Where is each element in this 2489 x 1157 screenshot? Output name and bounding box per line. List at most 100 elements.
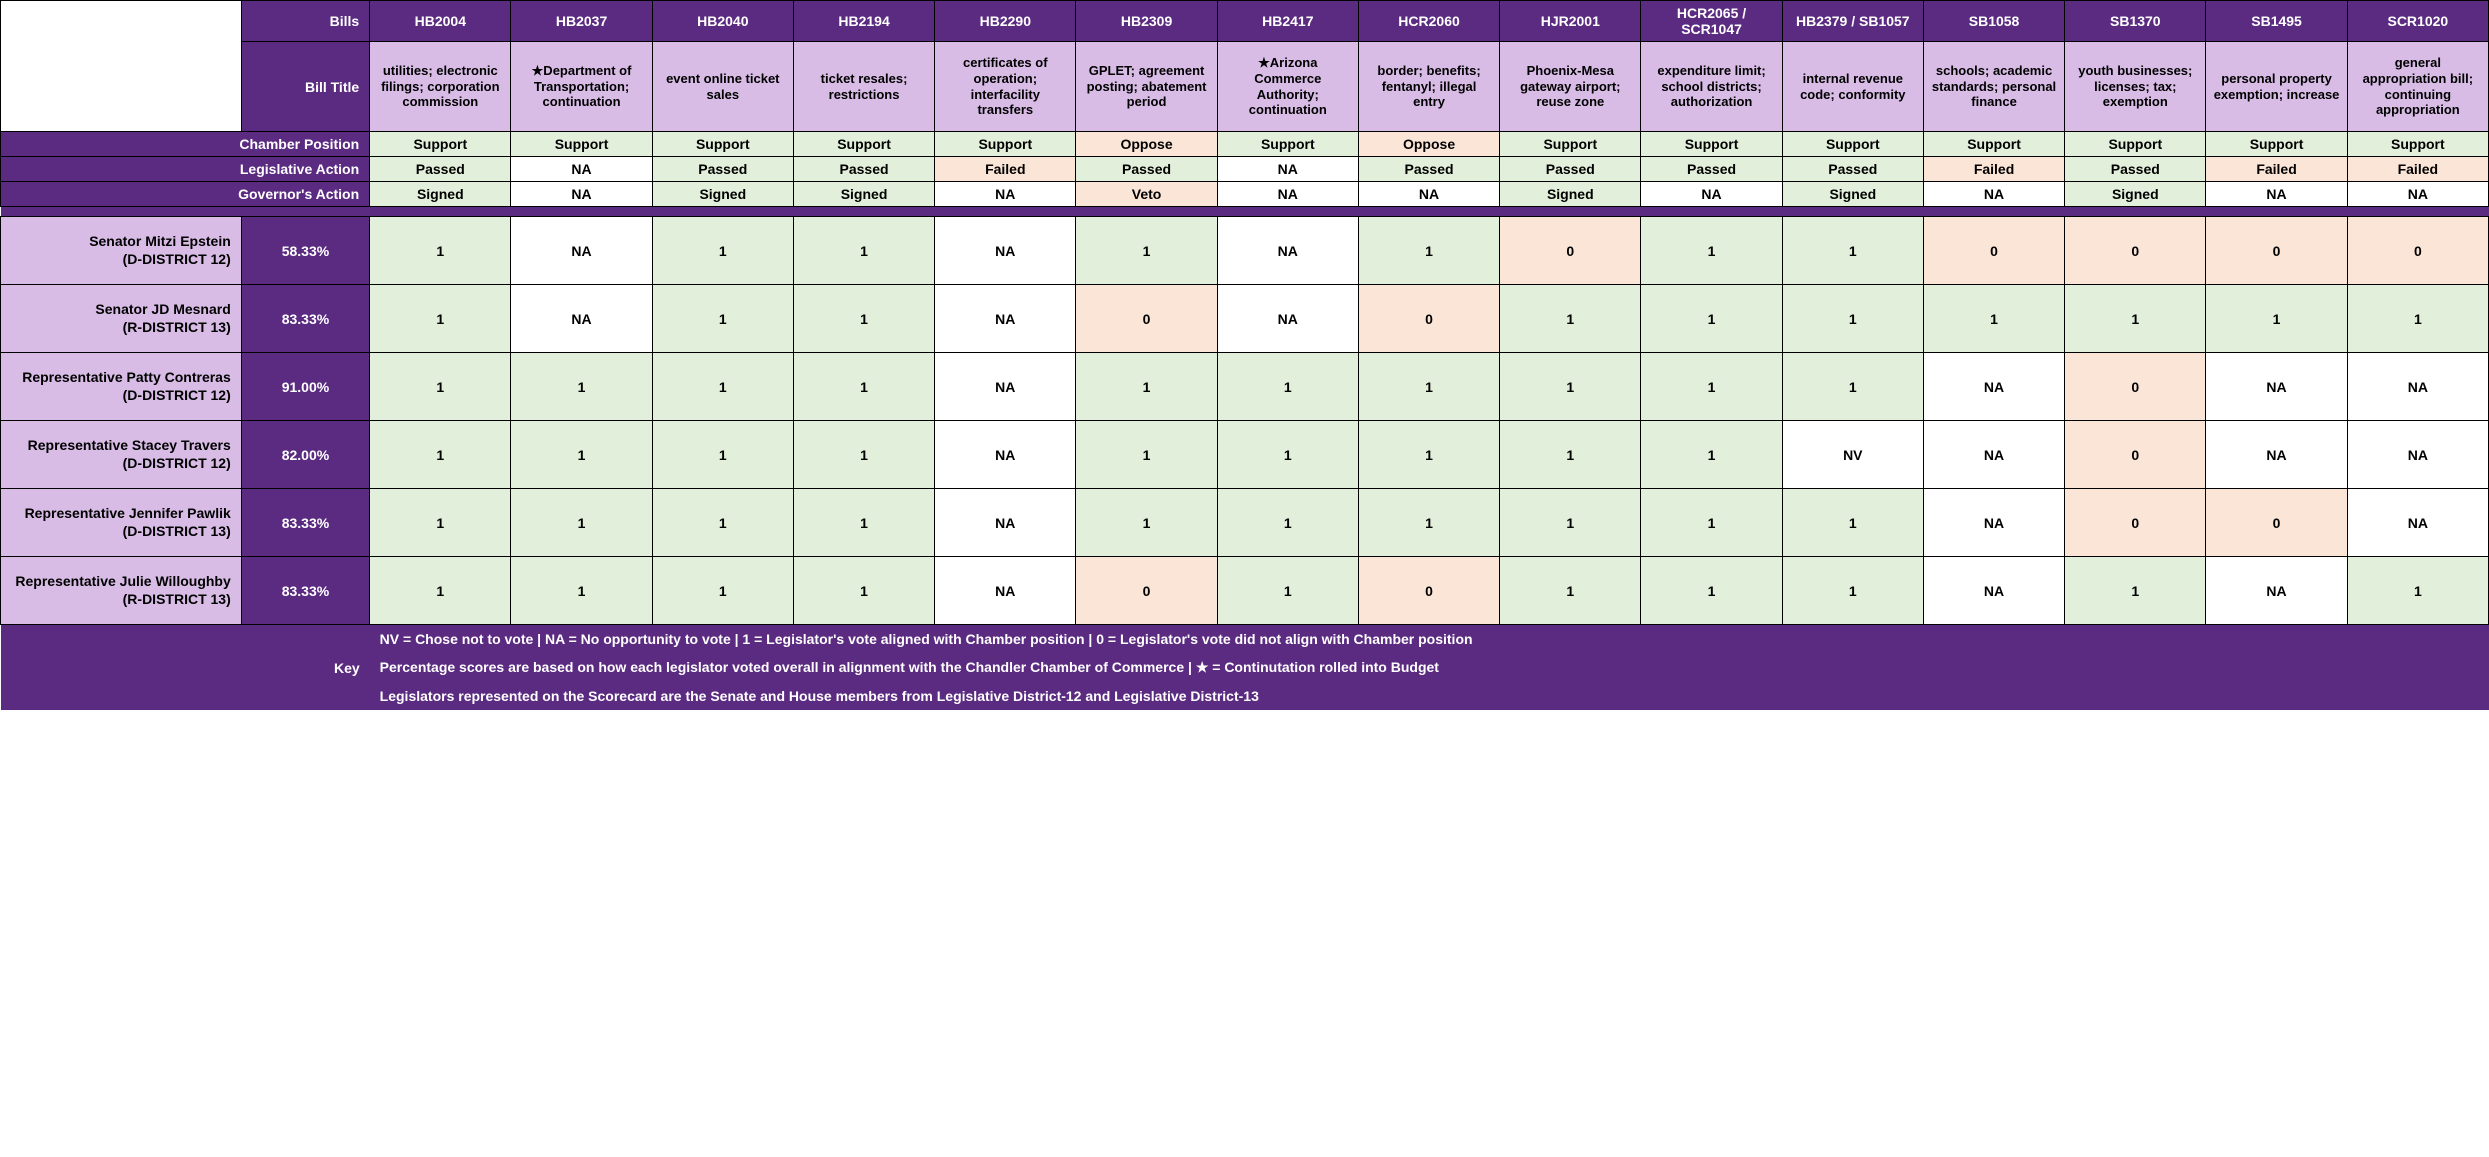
governors_action-cell: NA [935, 182, 1076, 207]
legislative_action-cell: Passed [370, 157, 511, 182]
vote-cell: 1 [1641, 557, 1782, 625]
vote-cell: 1 [652, 421, 793, 489]
vote-cell: 1 [370, 557, 511, 625]
vote-cell: NA [1923, 421, 2064, 489]
corner-blank [1, 1, 242, 132]
vote-cell: 0 [2206, 489, 2347, 557]
vote-cell: 1 [370, 489, 511, 557]
vote-cell: NA [1923, 353, 2064, 421]
vote-cell: 1 [1076, 217, 1217, 285]
bill-id: HB2309 [1076, 1, 1217, 42]
vote-cell: 0 [2065, 489, 2206, 557]
vote-cell: 1 [1076, 489, 1217, 557]
legislative_action-cell: Passed [1500, 157, 1641, 182]
bill-title: event online ticket sales [652, 42, 793, 132]
vote-cell: 1 [2347, 557, 2488, 625]
chamber_position-label: Chamber Position [1, 132, 370, 157]
vote-cell: NA [511, 285, 652, 353]
vote-cell: 1 [2347, 285, 2488, 353]
legislative_action-cell: Passed [652, 157, 793, 182]
vote-cell: 1 [511, 557, 652, 625]
vote-cell: NA [935, 353, 1076, 421]
vote-cell: 1 [1641, 217, 1782, 285]
vote-cell: 1 [652, 489, 793, 557]
vote-cell: 1 [1641, 421, 1782, 489]
vote-cell: 0 [1358, 285, 1499, 353]
vote-cell: 1 [1076, 421, 1217, 489]
governors_action-cell: NA [511, 182, 652, 207]
vote-cell: 1 [1641, 353, 1782, 421]
vote-cell: 1 [511, 489, 652, 557]
governors_action-cell: NA [2347, 182, 2488, 207]
bill-title: expenditure limit; school districts; aut… [1641, 42, 1782, 132]
governors_action-cell: NA [1358, 182, 1499, 207]
chamber_position-cell: Support [2206, 132, 2347, 157]
legislative_action-cell: Passed [1358, 157, 1499, 182]
chamber_position-cell: Support [935, 132, 1076, 157]
bill-title: GPLET; agreement posting; abatement peri… [1076, 42, 1217, 132]
bill-title: internal revenue code; conformity [1782, 42, 1923, 132]
vote-cell: 1 [1217, 557, 1358, 625]
chamber_position-cell: Support [652, 132, 793, 157]
chamber_position-cell: Support [2347, 132, 2488, 157]
governors_action-cell: Signed [1782, 182, 1923, 207]
vote-cell: NA [935, 217, 1076, 285]
legislator-pct: 83.33% [241, 285, 369, 353]
vote-cell: 1 [793, 557, 934, 625]
scorecard-table: BillsHB2004HB2037HB2040HB2194HB2290HB230… [0, 0, 2489, 710]
vote-cell: 1 [1500, 557, 1641, 625]
vote-cell: 1 [370, 353, 511, 421]
bill-title: Phoenix-Mesa gateway airport; reuse zone [1500, 42, 1641, 132]
legislative_action-cell: Passed [1641, 157, 1782, 182]
vote-cell: NA [1217, 285, 1358, 353]
vote-cell: 1 [652, 557, 793, 625]
legislative_action-label: Legislative Action [1, 157, 370, 182]
bill-title: general appropriation bill; continuing a… [2347, 42, 2488, 132]
key-line: NV = Chose not to vote | NA = No opportu… [370, 625, 2489, 654]
vote-cell: 1 [1217, 489, 1358, 557]
governors_action-cell: NA [1641, 182, 1782, 207]
vote-cell: 1 [1217, 421, 1358, 489]
chamber_position-cell: Support [1923, 132, 2064, 157]
legislator-pct: 91.00% [241, 353, 369, 421]
governors_action-cell: Signed [1500, 182, 1641, 207]
vote-cell: 1 [1782, 285, 1923, 353]
governors_action-cell: Signed [652, 182, 793, 207]
legislator-name: Representative Stacey Travers(D-DISTRICT… [1, 421, 242, 489]
vote-cell: NV [1782, 421, 1923, 489]
legislative_action-cell: Failed [2206, 157, 2347, 182]
vote-cell: 1 [793, 489, 934, 557]
vote-cell: 1 [1782, 217, 1923, 285]
vote-cell: NA [935, 421, 1076, 489]
vote-cell: NA [1923, 557, 2064, 625]
chamber_position-cell: Support [1217, 132, 1358, 157]
bill-id: HB2417 [1217, 1, 1358, 42]
bill-title: ★Arizona Commerce Authority; continuatio… [1217, 42, 1358, 132]
vote-cell: NA [935, 285, 1076, 353]
legislator-name: Representative Jennifer Pawlik(D-DISTRIC… [1, 489, 242, 557]
bill-title: utilities; electronic filings; corporati… [370, 42, 511, 132]
legislative_action-cell: NA [1217, 157, 1358, 182]
vote-cell: 1 [1358, 353, 1499, 421]
bill-id: HB2040 [652, 1, 793, 42]
legislative_action-cell: Passed [1076, 157, 1217, 182]
vote-cell: 0 [2065, 421, 2206, 489]
vote-cell: NA [2347, 353, 2488, 421]
legislator-pct: 82.00% [241, 421, 369, 489]
chamber_position-cell: Support [370, 132, 511, 157]
vote-cell: 0 [1500, 217, 1641, 285]
bill-id: SB1370 [2065, 1, 2206, 42]
vote-cell: 1 [511, 421, 652, 489]
legislator-pct: 83.33% [241, 557, 369, 625]
vote-cell: NA [935, 489, 1076, 557]
bill-id: HB2379 / SB1057 [1782, 1, 1923, 42]
vote-cell: NA [2206, 353, 2347, 421]
legislative_action-cell: Failed [935, 157, 1076, 182]
vote-cell: 1 [1641, 489, 1782, 557]
governors_action-cell: Signed [370, 182, 511, 207]
legislator-name: Senator JD Mesnard(R-DISTRICT 13) [1, 285, 242, 353]
chamber_position-cell: Support [1641, 132, 1782, 157]
bill-id: SB1058 [1923, 1, 2064, 42]
vote-cell: 1 [1782, 557, 1923, 625]
vote-cell: 1 [1500, 353, 1641, 421]
